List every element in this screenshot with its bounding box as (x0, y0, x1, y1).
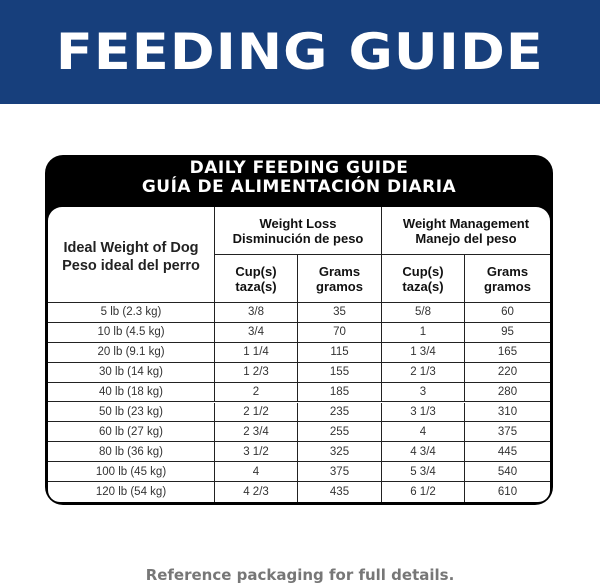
cell-mgmt-cups: 5 3/4 (382, 462, 465, 483)
header-cups-es: taza(s) (402, 278, 444, 294)
cell-loss-cups: 3/4 (215, 322, 298, 343)
cell-weight: 20 lb (9.1 kg) (48, 342, 215, 363)
cell-mgmt-grams: 220 (465, 363, 550, 383)
header-cups-es: taza(s) (235, 278, 277, 294)
cell-loss-cups: 2 3/4 (215, 422, 298, 443)
cell-mgmt-grams: 445 (465, 442, 550, 463)
header-weight-management-es: Manejo del peso (415, 230, 517, 246)
cell-mgmt-grams: 60 (465, 303, 550, 323)
cell-loss-cups: 4 2/3 (215, 482, 298, 502)
cell-mgmt-grams: 95 (465, 323, 550, 343)
table-body: Ideal Weight of Dog Peso ideal del perro … (48, 207, 550, 502)
header-loss-grams: Grams gramos (298, 255, 382, 303)
cell-weight: 80 lb (36 kg) (48, 442, 215, 463)
footer-note: Reference packaging for full details. (145, 566, 455, 584)
cell-weight: 100 lb (45 kg) (48, 462, 215, 483)
cell-loss-cups: 4 (215, 462, 298, 483)
cell-loss-grams: 375 (298, 462, 382, 483)
cell-mgmt-grams: 280 (465, 383, 550, 403)
cell-weight: 40 lb (18 kg) (48, 382, 215, 403)
cell-mgmt-cups: 2 1/3 (382, 362, 465, 383)
cell-loss-grams: 185 (298, 382, 382, 403)
cell-mgmt-grams: 540 (465, 462, 550, 483)
header-mgmt-grams: Grams gramos (465, 255, 550, 303)
cell-mgmt-cups: 3 (382, 382, 465, 403)
cell-loss-cups: 3 1/2 (215, 442, 298, 463)
header-ideal-weight-es: Peso ideal del perro (62, 257, 200, 274)
cell-loss-grams: 235 (298, 402, 382, 423)
header-grams-en: Grams (486, 263, 529, 279)
cell-mgmt-cups: 1 3/4 (382, 342, 465, 363)
cell-weight: 10 lb (4.5 kg) (48, 322, 215, 343)
table-title: DAILY FEEDING GUIDE GUÍA DE ALIMENTACIÓN… (45, 159, 553, 197)
cell-loss-cups: 3/8 (215, 303, 298, 323)
cell-weight: 120 lb (54 kg) (48, 482, 215, 502)
cell-weight: 30 lb (14 kg) (48, 362, 215, 383)
cell-loss-grams: 435 (298, 482, 382, 502)
cell-mgmt-cups: 4 3/4 (382, 442, 465, 463)
cell-mgmt-cups: 6 1/2 (382, 482, 465, 502)
page-title: FEEDING GUIDE (56, 23, 544, 81)
cell-mgmt-cups: 5/8 (382, 303, 465, 323)
header-weight-loss: Weight Loss Disminución de peso (215, 207, 382, 255)
cell-mgmt-grams: 610 (497, 486, 518, 499)
header-mgmt-cups: Cup(s) taza(s) (382, 255, 465, 303)
cell-loss-cups: 1 1/4 (215, 342, 298, 363)
header-loss-cups: Cup(s) taza(s) (215, 255, 298, 303)
cell-weight: 60 lb (27 kg) (48, 422, 215, 443)
cell-loss-cups: 2 (215, 382, 298, 403)
header-weight-loss-en: Weight Loss (259, 215, 337, 231)
header-grams-es: gramos (316, 278, 363, 294)
cell-loss-grams: 155 (298, 362, 382, 383)
table-title-es: GUÍA DE ALIMENTACIÓN DIARIA (141, 177, 457, 197)
cell-loss-cups: 2 1/2 (215, 402, 298, 423)
cell-loss-grams: 255 (298, 422, 382, 443)
cell-weight: 50 lb (23 kg) (48, 402, 215, 423)
cell-loss-grams: 70 (298, 322, 382, 343)
cell-weight: 5 lb (2.3 kg) (48, 303, 215, 323)
cell-loss-grams: 35 (298, 303, 382, 323)
cell-loss-grams: 325 (298, 442, 382, 463)
cell-mgmt-grams: 310 (465, 403, 550, 423)
cell-mgmt-cups: 4 (382, 422, 465, 443)
cell-mgmt-cups: 1 (382, 322, 465, 343)
header-grams-en: Grams (318, 263, 361, 279)
cell-loss-grams: 115 (298, 342, 382, 363)
title-banner: FEEDING GUIDE (0, 0, 600, 104)
header-cups-en: Cup(s) (402, 263, 444, 279)
feeding-table: DAILY FEEDING GUIDE GUÍA DE ALIMENTACIÓN… (45, 155, 553, 505)
header-ideal-weight-en: Ideal Weight of Dog (63, 239, 199, 256)
table-title-en: DAILY FEEDING GUIDE (189, 158, 409, 178)
cell-mgmt-grams: 165 (465, 343, 550, 363)
header-weight-management: Weight Management Manejo del peso (382, 207, 550, 255)
cell-loss-cups: 1 2/3 (215, 362, 298, 383)
cell-mgmt-grams: 375 (465, 422, 550, 443)
header-grams-es: gramos (484, 278, 531, 294)
header-weight-management-en: Weight Management (402, 215, 530, 231)
cell-mgmt-cups: 3 1/3 (382, 402, 465, 423)
header-cups-en: Cup(s) (235, 263, 277, 279)
header-weight-loss-es: Disminución de peso (232, 230, 364, 246)
header-ideal-weight: Ideal Weight of Dog Peso ideal del perro (48, 207, 215, 303)
